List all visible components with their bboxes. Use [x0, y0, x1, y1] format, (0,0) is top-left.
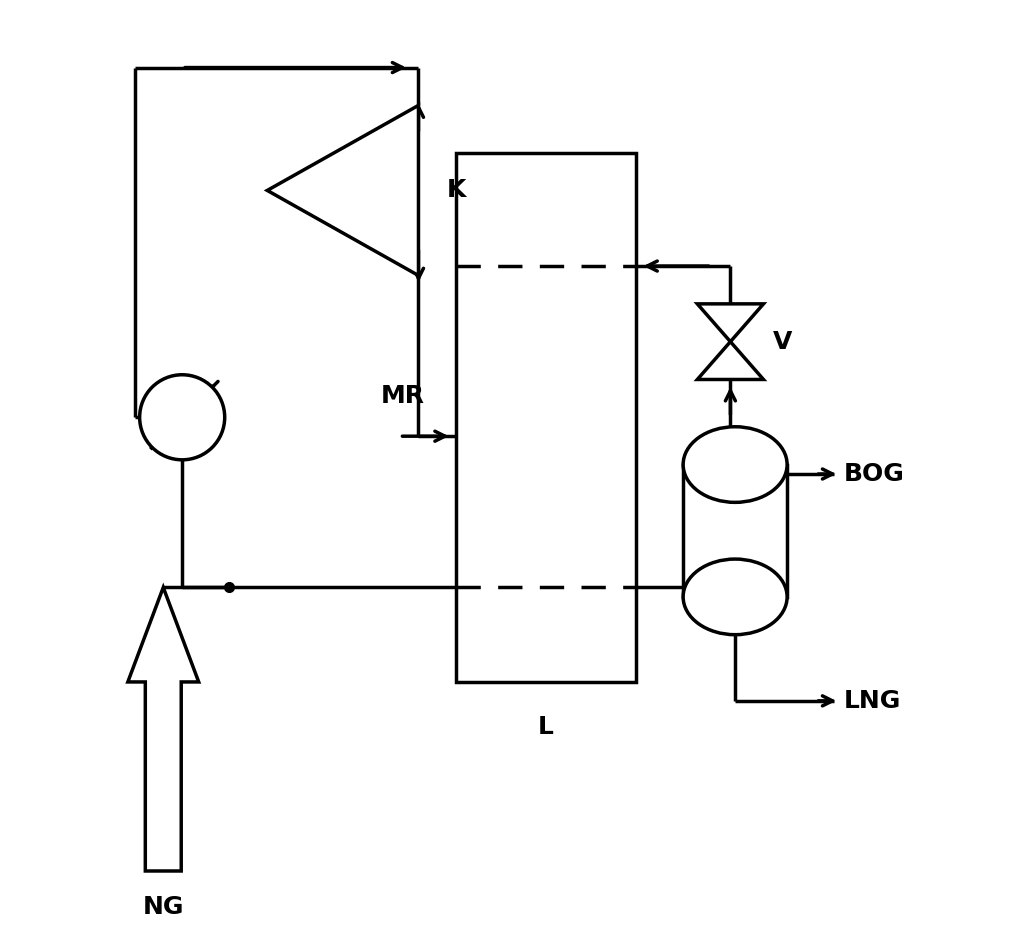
Text: MR: MR [381, 384, 425, 408]
Bar [457, 153, 636, 682]
Polygon shape [698, 341, 763, 379]
Ellipse shape [683, 427, 787, 502]
Circle shape [140, 374, 225, 460]
Polygon shape [128, 588, 199, 871]
Text: NG: NG [143, 895, 184, 919]
Text: L: L [539, 715, 554, 739]
Text: V: V [773, 330, 792, 354]
Bar [683, 465, 787, 597]
Text: BOG: BOG [843, 462, 905, 486]
Polygon shape [267, 105, 419, 276]
Polygon shape [698, 304, 763, 341]
Ellipse shape [683, 559, 787, 635]
Text: LNG: LNG [843, 689, 901, 713]
Text: K: K [447, 178, 466, 203]
